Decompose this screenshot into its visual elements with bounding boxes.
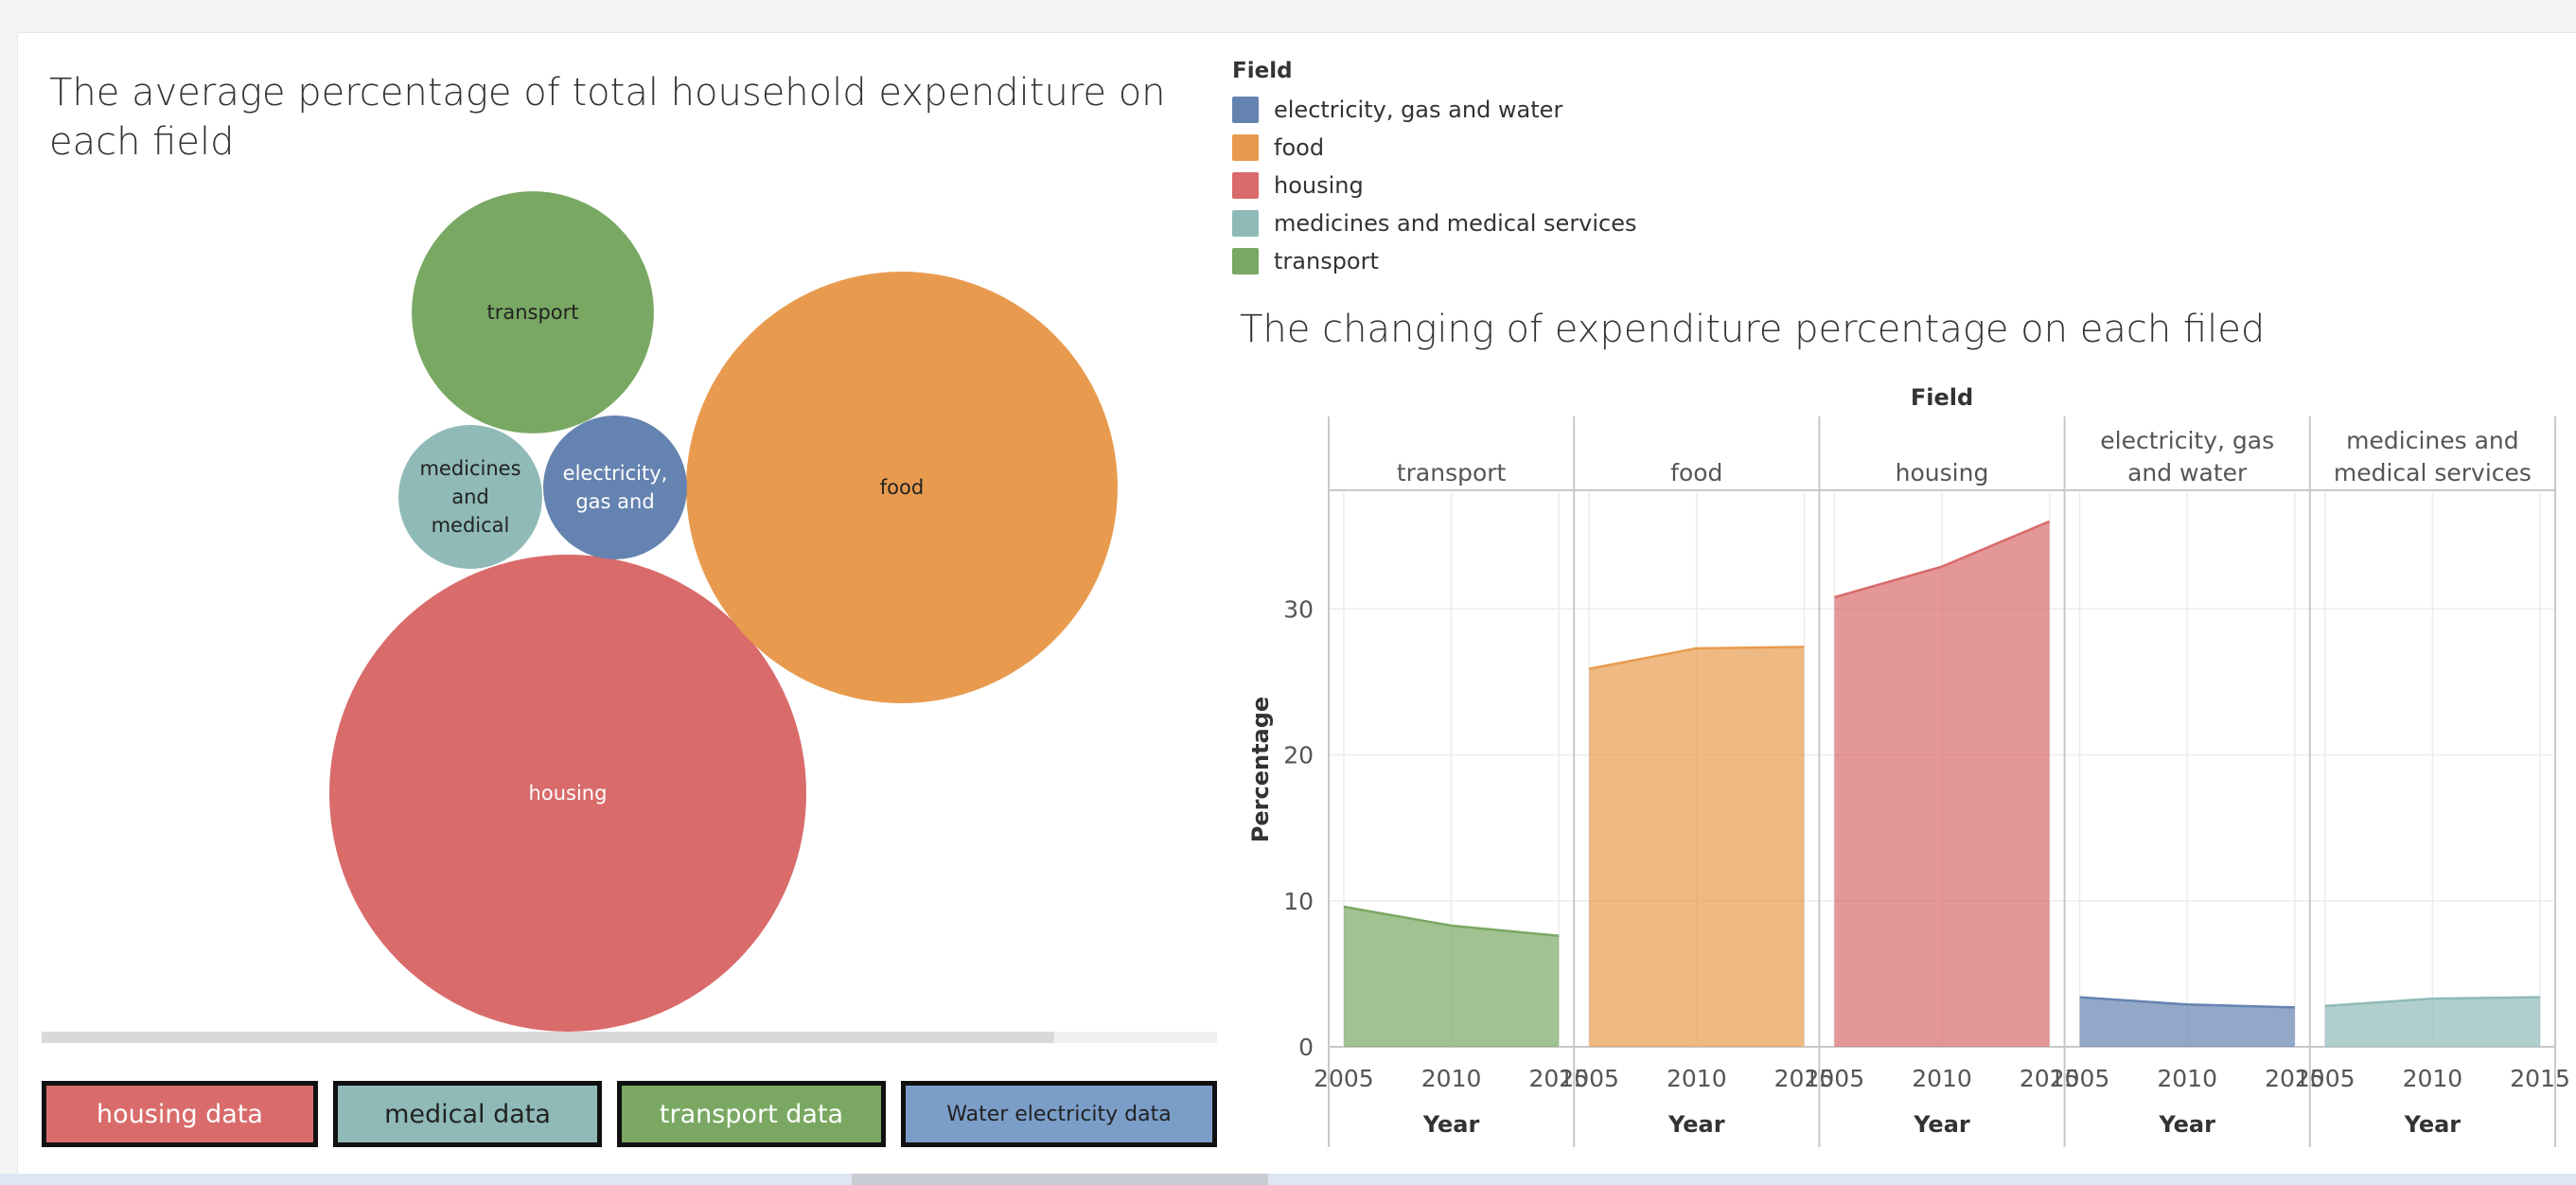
panel-label: medical services [2334,459,2532,486]
bubble-circle[interactable] [686,272,1118,703]
bubble-label: transport [486,301,578,324]
x-tick-label: 2005 [2295,1065,2355,1092]
x-tick-label: 2010 [2157,1065,2217,1092]
area-chart-title: The changing of expenditure percentage o… [1240,308,2266,351]
panel-electricity: electricity, gas and water 2005 2010 2015 Yea… [2050,416,2325,1147]
bubble-circle[interactable] [398,425,542,569]
bubble-label: medical [432,514,510,537]
bubble-label: housing [529,782,608,805]
x-axis-title: Year [1422,1111,1480,1138]
x-axis-title: Year [1913,1111,1970,1138]
panel-transport: transport 2005 2010 2015 Year [1314,416,1589,1147]
legend-item-housing[interactable]: housing [1232,167,1637,204]
x-tick-label: 2005 [1559,1065,1619,1092]
x-tick-label: 2015 [1528,1065,1589,1092]
x-tick-label: 2010 [1667,1065,1727,1092]
bubble-circle[interactable] [329,555,806,1032]
transport-data-button-label: transport data [659,1099,844,1129]
x-tick-label: 2015 [2510,1065,2570,1092]
bubble-circle[interactable] [412,191,654,433]
legend-title: Field [1232,59,1293,83]
housing-data-button[interactable]: housing data [42,1081,318,1147]
y-tick-label: 10 [1283,888,1314,915]
panel-label: electricity, gas [2100,427,2274,454]
legend-item-transport[interactable]: transport [1232,242,1637,280]
area-line [1343,905,1560,938]
bubble-chart: housing food transport medicines and medical e… [329,191,1118,1032]
legend-item-electricity[interactable]: electricity, gas and water [1232,91,1637,129]
bubble-label: gas and [575,490,654,513]
bubble-medicines[interactable]: medicines and medical [398,425,542,569]
transport-data-button[interactable]: transport data [617,1081,886,1147]
panel-label: food [1670,459,1722,486]
panel-label: transport [1397,459,1507,486]
area-fill[interactable] [2324,997,2541,1047]
legend: Field electricity, gas and water food ho… [1232,59,1637,280]
area-fill[interactable] [1589,646,1805,1047]
area-line [2079,996,2295,1009]
bubble-label: electricity, [563,462,668,485]
legend-item-medicines[interactable]: medicines and medical services [1232,204,1637,242]
area-line [1833,520,2051,599]
panel-label: housing [1896,459,1989,486]
legend-swatch [1232,97,1259,123]
panel-food: food 2005 2010 2015 Year [1559,416,1834,1147]
bubble-circle[interactable] [543,416,687,559]
area-fill[interactable] [2079,997,2295,1047]
x-tick-label: 2010 [1912,1065,1972,1092]
legend-swatch [1232,210,1259,237]
area-line [1588,646,1805,670]
x-tick-label: 2015 [1774,1065,1835,1092]
x-axis-title: Year [2404,1111,2461,1138]
x-tick-label: 2010 [2403,1065,2463,1092]
x-axis-title: Year [1667,1111,1725,1138]
bubble-food[interactable]: food [686,272,1118,703]
bubble-label: food [880,476,924,499]
legend-label: food [1274,134,1325,161]
legend-swatch [1232,248,1259,274]
legend-label: electricity, gas and water [1274,97,1563,123]
legend-item-food[interactable]: food [1232,129,1637,167]
scrollbar-thumb[interactable] [42,1032,1054,1043]
x-tick-label: 2015 [2020,1065,2080,1092]
y-tick-label: 20 [1283,742,1314,769]
medical-data-button-label: medical data [384,1099,551,1129]
y-tick-label: 30 [1283,595,1314,623]
legend-label: medicines and medical services [1274,210,1637,237]
legend-swatch [1232,172,1259,199]
bubble-label: medicines [419,457,520,480]
water-electricity-data-button-label: Water electricity data [946,1102,1172,1126]
area-chart: Field 0 10 20 30 Percentage transport 2005 2010 2… [1247,384,2570,1147]
panel-medicines: medicines and medical services 2005 2010 201… [2295,416,2570,1147]
housing-data-button-label: housing data [97,1099,263,1129]
bubble-housing[interactable]: housing [329,555,806,1032]
bubble-label: and [451,486,489,508]
window-bottom-scrollbar[interactable] [0,1174,2576,1185]
horizontal-scrollbar[interactable] [42,1032,1217,1043]
water-electricity-data-button[interactable]: Water electricity data [901,1081,1217,1147]
panel-housing: housing 2005 2010 2015 Year [1805,416,2080,1147]
window-scrollbar-thumb[interactable] [852,1174,1268,1185]
bubble-chart-title: The average percentage of total househol… [49,71,1166,164]
x-tick-label: 2005 [1314,1065,1374,1092]
y-tick-label: 0 [1298,1034,1314,1061]
x-tick-label: 2010 [1421,1065,1482,1092]
bubble-transport[interactable]: transport [412,191,654,433]
area-fill[interactable] [1834,521,2050,1047]
x-tick-label: 2005 [1805,1065,1865,1092]
x-tick-label: 2005 [2050,1065,2110,1092]
panel-label: medicines and [2346,427,2518,454]
legend-label: housing [1274,172,1364,199]
x-tick-label: 2015 [2265,1065,2325,1092]
bubble-electricity[interactable]: electricity, gas and [543,416,687,559]
area-fill[interactable] [1343,906,1560,1047]
legend-label: transport [1274,248,1379,274]
x-axis-title: Year [2158,1111,2215,1138]
area-line [2324,996,2541,1008]
panel-label: and water [2127,459,2248,486]
field-header: Field [1911,384,1973,411]
y-axis-title: Percentage [1247,697,1274,842]
medical-data-button[interactable]: medical data [333,1081,602,1147]
legend-swatch [1232,134,1259,161]
